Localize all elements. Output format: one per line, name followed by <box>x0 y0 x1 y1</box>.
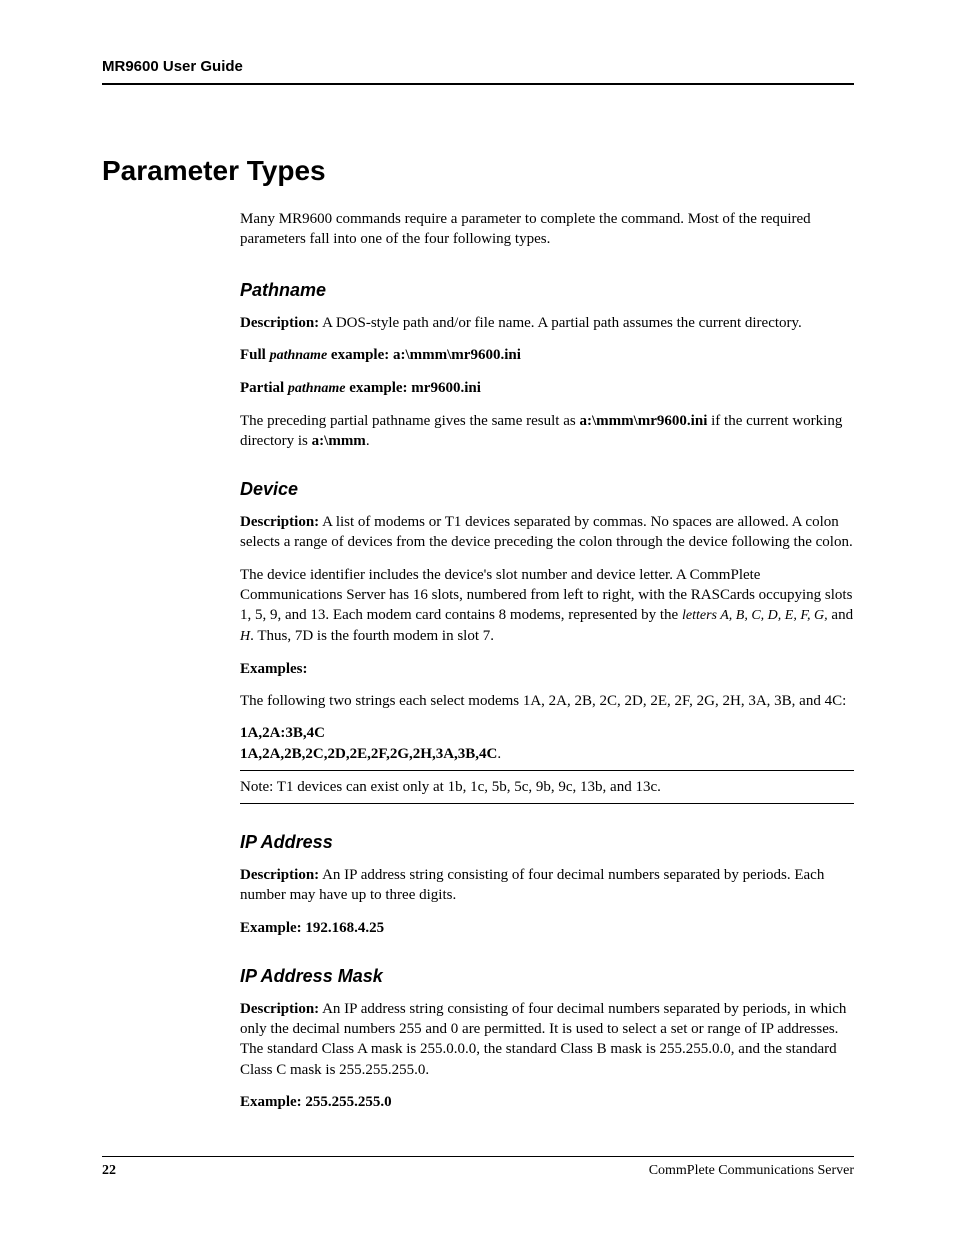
text: Full <box>240 347 270 363</box>
desc-label: Description: <box>240 514 319 530</box>
bold-text: a:\mmm <box>312 433 366 449</box>
text: . Thus, 7D is the fourth modem in slot 7… <box>250 628 494 644</box>
device-examples: 1A,2A:3B,4C 1A,2A,2B,2C,2D,2E,2F,2G,2H,3… <box>240 723 854 764</box>
desc-text: A list of modems or T1 devices separated… <box>240 514 853 550</box>
page-number: 22 <box>102 1163 116 1179</box>
page: MR9600 User Guide Parameter Types Many M… <box>0 0 954 1235</box>
mask-example: Example: 255.255.255.0 <box>240 1092 854 1112</box>
example-line-1: 1A,2A:3B,4C <box>240 725 325 741</box>
text: example: a:\mmm\mr9600.ini <box>327 347 521 363</box>
pathname-note: The preceding partial pathname gives the… <box>240 411 854 452</box>
pathname-description: Description: A DOS-style path and/or fil… <box>240 313 854 333</box>
examples-intro: The following two strings each select mo… <box>240 691 854 711</box>
text: . <box>366 433 370 449</box>
desc-text: A DOS-style path and/or file name. A par… <box>319 315 802 331</box>
device-note-box: Note: T1 devices can exist only at 1b, 1… <box>240 770 854 804</box>
heading-device: Device <box>240 479 854 500</box>
heading-ip-address: IP Address <box>240 832 854 853</box>
ip-example: Example: 192.168.4.25 <box>240 918 854 938</box>
heading-pathname: Pathname <box>240 280 854 301</box>
example-line-2: 1A,2A,2B,2C,2D,2E,2F,2G,2H,3A,3B,4C <box>240 746 497 762</box>
device-description: Description: A list of modems or T1 devi… <box>240 512 854 553</box>
pathname-full-example: Full pathname example: a:\mmm\mr9600.ini <box>240 345 854 366</box>
device-detail: The device identifier includes the devic… <box>240 565 854 647</box>
desc-text: An IP address string consisting of four … <box>240 867 824 903</box>
intro-paragraph: Many MR9600 commands require a parameter… <box>240 209 854 250</box>
text: The preceding partial pathname gives the… <box>240 413 579 429</box>
text: and <box>828 607 853 623</box>
pathname-partial-example: Partial pathname example: mr9600.ini <box>240 378 854 399</box>
italic-text: H <box>240 629 250 644</box>
running-header: MR9600 User Guide <box>102 58 854 85</box>
page-footer: 22 CommPlete Communications Server <box>102 1156 854 1179</box>
bold-text: a:\mmm\mr9600.ini <box>579 413 707 429</box>
footer-right-text: CommPlete Communications Server <box>649 1163 854 1179</box>
body-column: Many MR9600 commands require a parameter… <box>240 209 854 1112</box>
italic-text: letters A, B, C, D, E, F, G, <box>682 608 828 623</box>
heading-ip-mask: IP Address Mask <box>240 966 854 987</box>
italic-word: pathname <box>270 348 328 363</box>
examples-label: Examples: <box>240 659 854 679</box>
text: example: mr9600.ini <box>345 380 480 396</box>
text: Partial <box>240 380 288 396</box>
desc-label: Description: <box>240 867 319 883</box>
period: . <box>497 746 501 762</box>
desc-text: An IP address string consisting of four … <box>240 1001 846 1078</box>
italic-word: pathname <box>288 381 346 396</box>
ip-description: Description: An IP address string consis… <box>240 865 854 906</box>
page-title: Parameter Types <box>102 155 854 187</box>
mask-description: Description: An IP address string consis… <box>240 999 854 1080</box>
desc-label: Description: <box>240 1001 319 1017</box>
desc-label: Description: <box>240 315 319 331</box>
